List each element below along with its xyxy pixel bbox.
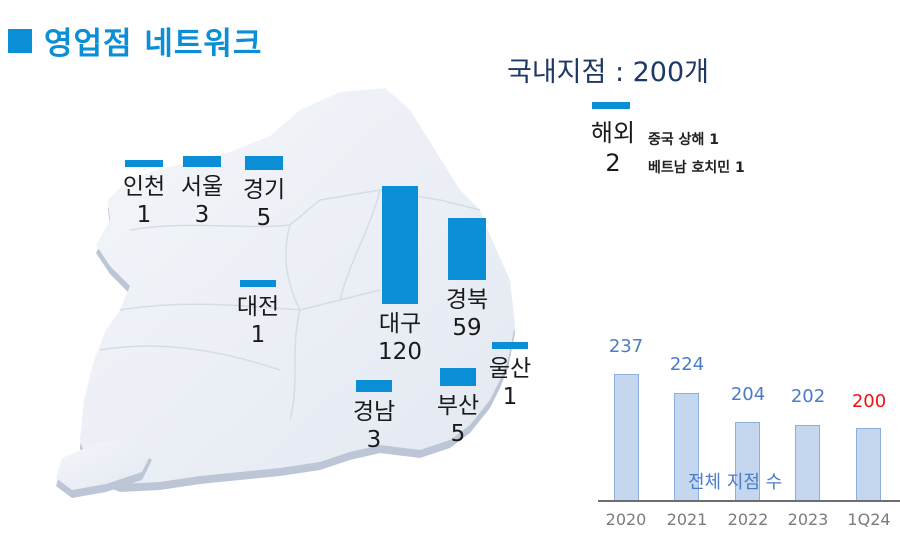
chart-bar-2021: [674, 393, 699, 500]
region-value: 5: [256, 205, 272, 231]
region-gyeongbuk: 경북 59: [444, 218, 490, 342]
title-text: 영업점 네트워크: [44, 26, 263, 62]
region-name: 울산: [488, 356, 532, 382]
overseas-detail-item: 중국 상해 1: [648, 132, 720, 148]
overseas-details: 중국 상해 1 베트남 호치민 1: [648, 126, 745, 182]
region-name: 경기: [242, 177, 286, 203]
region-bar: [382, 186, 418, 304]
chart-bar-2022: [735, 422, 760, 500]
x-tick-label: 2021: [666, 510, 708, 529]
x-axis-line: [598, 500, 900, 502]
chart-bar-2020: [614, 374, 639, 500]
region-bar: [448, 218, 486, 280]
bar-value-label: 224: [669, 354, 705, 375]
region-value: 120: [378, 339, 422, 365]
region-bar: [245, 156, 283, 170]
chart-bar-2023: [795, 425, 820, 500]
region-value: 3: [194, 202, 210, 228]
bar-value-label: 237: [608, 336, 644, 357]
x-tick-label: 2023: [787, 510, 829, 529]
region-value: 1: [250, 322, 266, 348]
overseas-label: 해외: [590, 119, 636, 147]
region-daejeon: 대전 1: [234, 280, 282, 349]
bar-value-label-highlight: 200: [851, 391, 887, 412]
region-name: 경북: [445, 287, 489, 313]
chart-caption: 전체 지점 수: [688, 472, 783, 493]
region-daegu: 대구 120: [368, 186, 432, 366]
region-value: 5: [450, 421, 466, 447]
title-square-icon: [8, 28, 32, 53]
domestic-branch-total: 국내지점 : 200개: [507, 57, 709, 88]
region-ulsan: 울산 1: [486, 342, 534, 411]
region-name: 경남: [352, 399, 396, 425]
region-seoul: 서울 3: [178, 156, 226, 229]
overseas-bar: [592, 102, 630, 109]
region-bar: [440, 368, 476, 386]
overseas-summary: 해외 2: [585, 118, 641, 178]
region-gyeonggi: 경기 5: [240, 156, 288, 232]
region-bar: [183, 156, 221, 167]
bar-value-label: 204: [730, 384, 766, 405]
overseas-detail-item: 베트남 호치민 1: [648, 160, 745, 176]
region-name: 대전: [236, 294, 280, 320]
x-tick-label: 2020: [605, 510, 647, 529]
region-value: 1: [502, 384, 518, 410]
region-value: 3: [366, 427, 382, 453]
region-name: 인천: [122, 174, 166, 200]
page-title: 영업점 네트워크: [8, 18, 262, 63]
x-tick-label: 2022: [727, 510, 769, 529]
chart-bar-1q24: [856, 428, 881, 500]
branch-trend-chart: 237 224 204 202 200 전체 지점 수 2020 2021 20…: [590, 320, 900, 550]
region-value: 59: [452, 315, 482, 341]
region-gyeongnam: 경남 3: [350, 380, 398, 454]
region-value: 1: [136, 202, 152, 228]
region-incheon: 인천 1: [122, 160, 166, 229]
region-bar: [356, 380, 392, 392]
bar-value-label: 202: [790, 386, 826, 407]
x-tick-label: 1Q24: [847, 510, 891, 529]
region-name: 서울: [180, 174, 224, 200]
region-name: 대구: [378, 311, 422, 337]
region-bar: [240, 280, 276, 287]
region-bar: [125, 160, 163, 167]
region-bar: [492, 342, 528, 349]
overseas-count: 2: [605, 149, 621, 177]
region-name: 부산: [436, 393, 480, 419]
region-busan: 부산 5: [434, 368, 482, 448]
